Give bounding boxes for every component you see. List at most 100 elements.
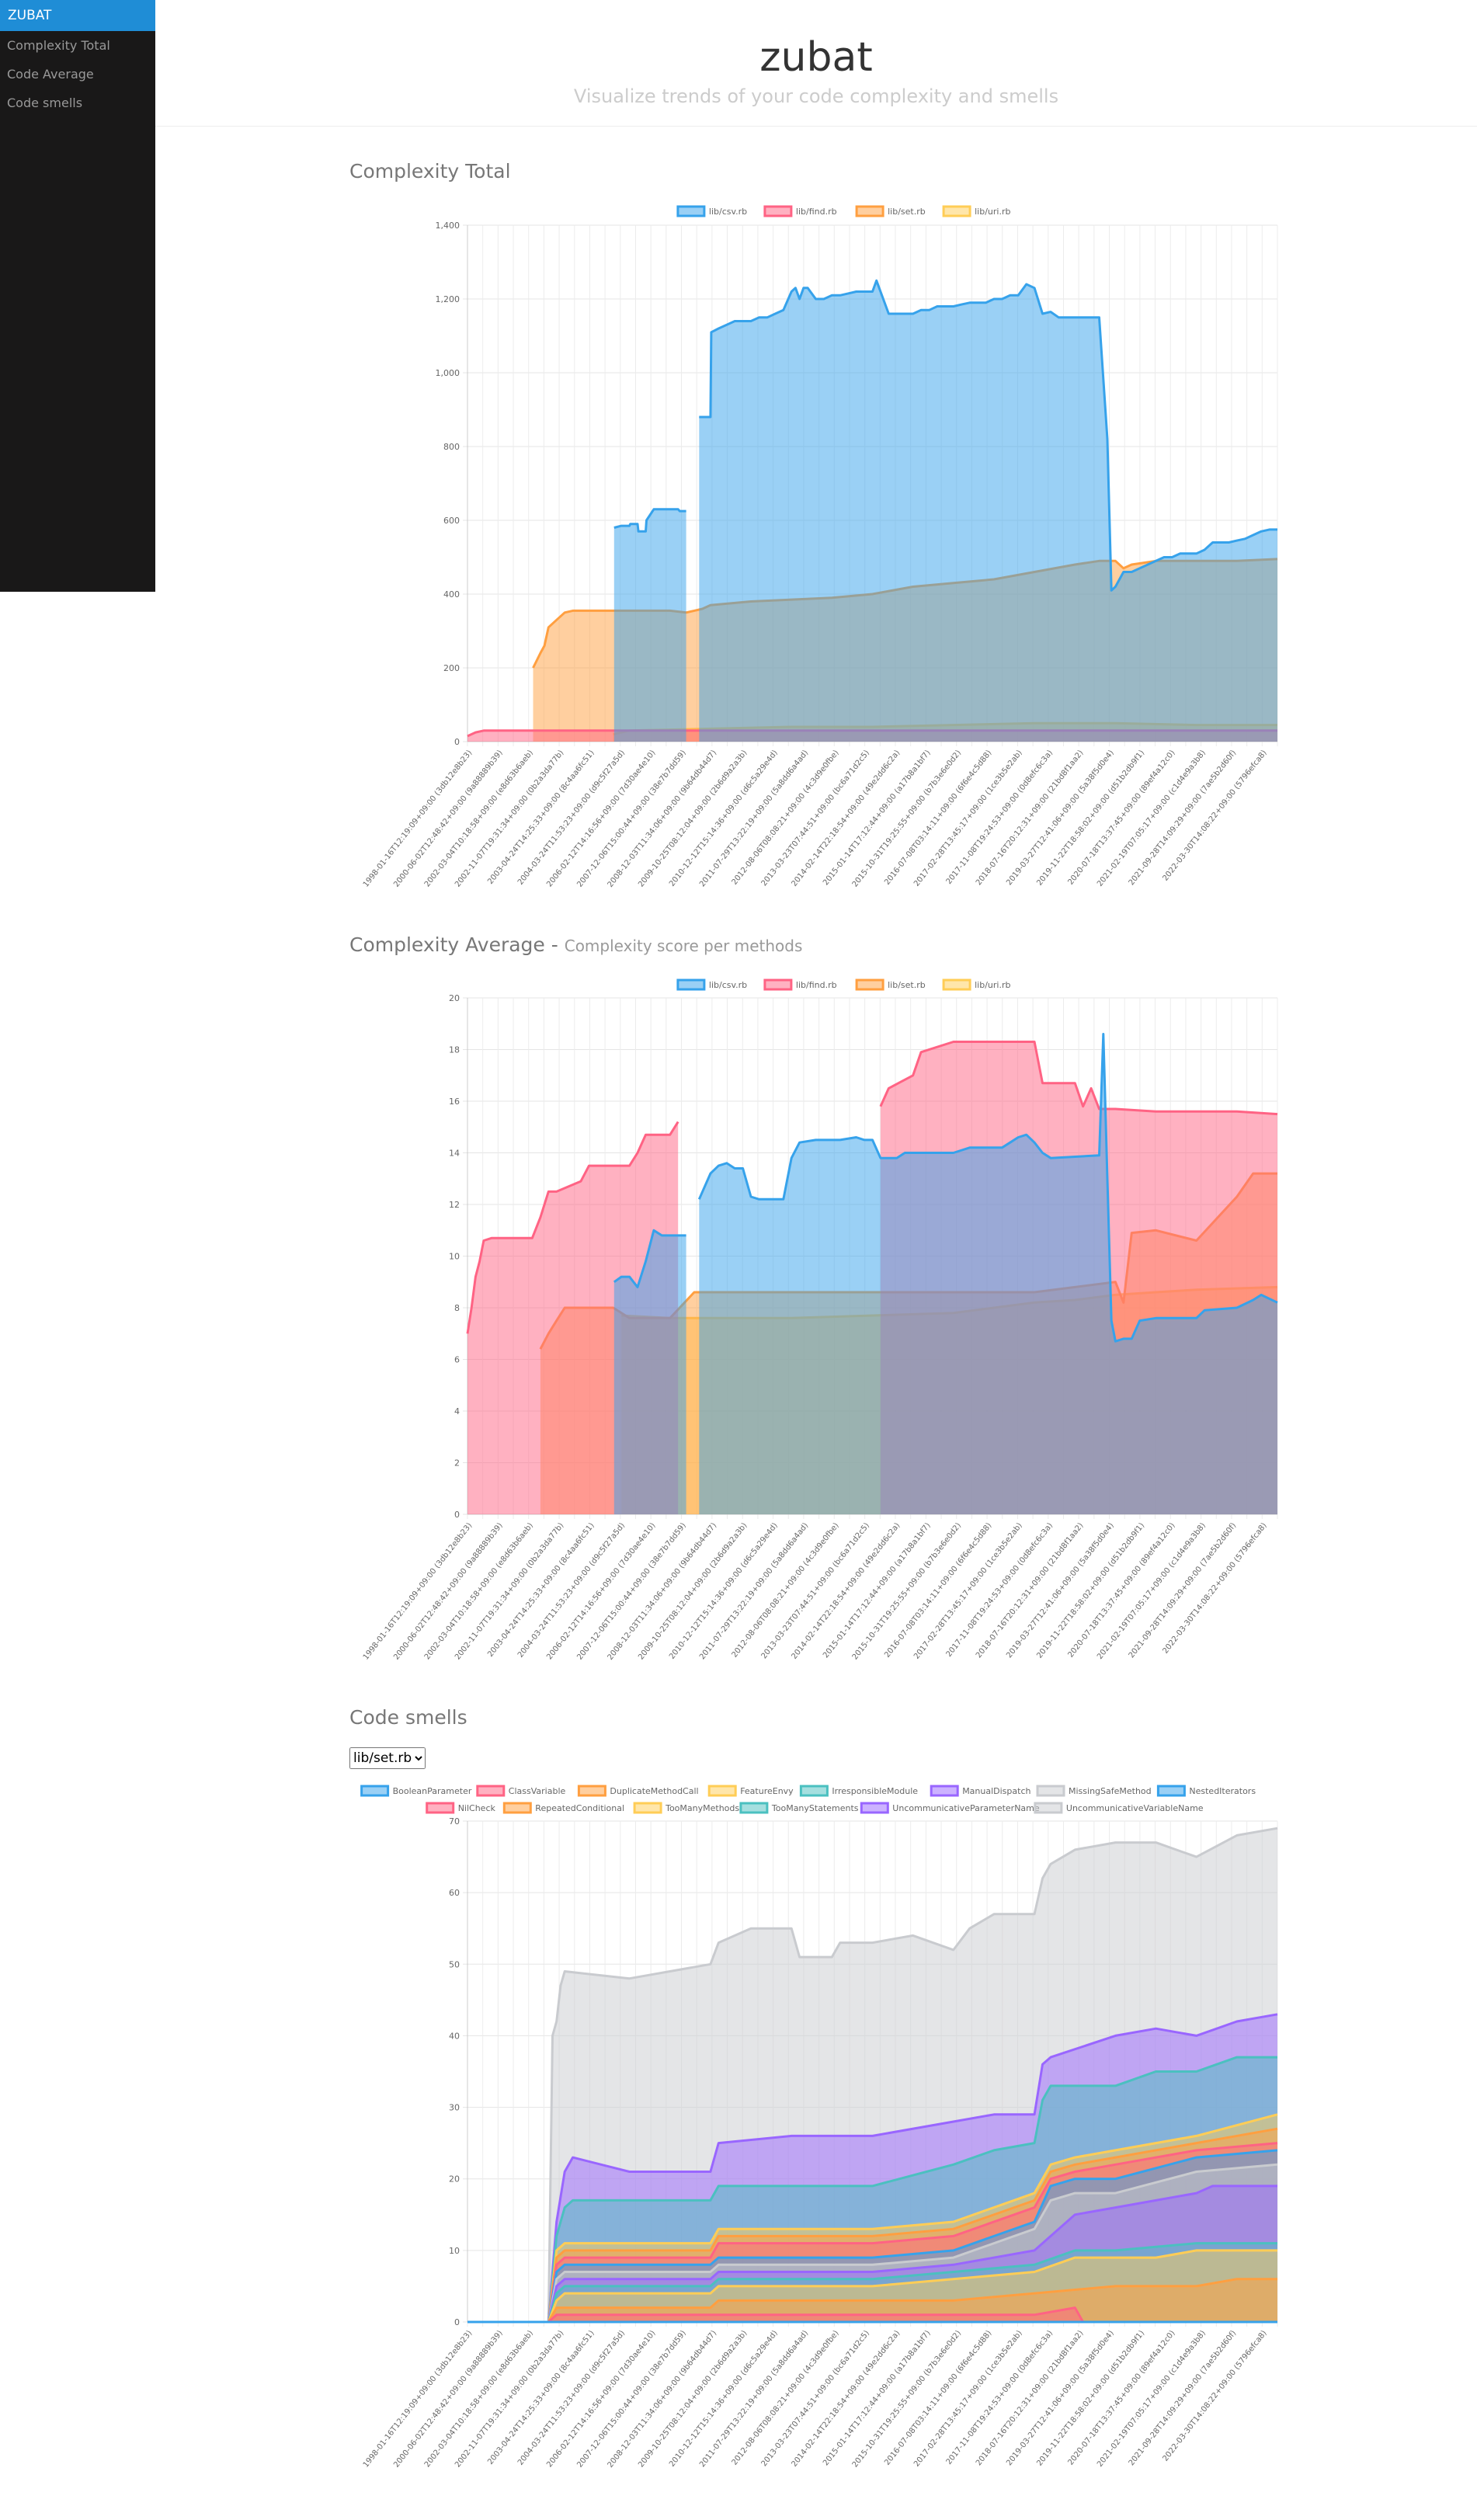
series-area [467,2250,1277,2322]
legend-swatch[interactable] [676,205,706,217]
x-tick-label: 2020-07-18T13:37:45+09:00 (89ef4a12c0) [1066,2329,1176,2467]
sidebar-item-code-smells[interactable]: Code smells [7,96,83,110]
legend-swatch[interactable] [799,1785,829,1797]
legend-label[interactable]: RepeatedConditional [535,1803,624,1813]
legend-label[interactable]: DuplicateMethodCall [610,1786,698,1796]
legend-label[interactable]: IrresponsibleModule [832,1786,918,1796]
series-line [466,1121,679,1334]
file-select[interactable]: lib/set.rb [349,1747,426,1769]
legend-label[interactable]: lib/find.rb [796,207,837,217]
x-tick-label: 2008-12-03T11:34:06+09:00 (9b64db44d7) [606,749,719,889]
legend-swatch[interactable] [860,1802,889,1814]
x-tick-label: 2009-10-25T08:12:04+09:00 (2b6d9a2a3b) [637,2329,749,2470]
x-tick-label: 2009-10-25T08:12:04+09:00 (2b6d9a2a3b) [637,1521,749,1662]
legend-swatch[interactable] [1156,1785,1186,1797]
legend-swatch[interactable] [1036,1785,1065,1797]
legend-label[interactable]: FeatureEnvy [740,1786,794,1796]
legend-label[interactable]: MissingSafeMethod [1069,1786,1152,1796]
series-area [467,2243,1277,2322]
x-tick-label: 2021-02-19T07:05:17+09:00 (c1d4e9a3b8) [1096,1521,1208,1661]
x-tick-label: 2002-03-04T10:18:58+09:00 (e8d63b6aeb) [423,1521,535,1661]
legend-swatch[interactable] [633,1802,662,1814]
legend-label[interactable]: ClassVariable [509,1786,566,1796]
x-tick-label: 2006-02-12T14:16:56+09:00 (7d30ae4e10) [545,2329,657,2469]
series-line [467,2249,1277,2324]
y-tick-label: 60 [449,1888,460,1898]
legend-swatch[interactable] [739,1802,769,1814]
x-tick-label: 2006-02-12T14:16:56+09:00 (7d30ae4e10) [545,1521,657,1661]
x-tick-label: 2011-07-29T13:22:19+09:00 (5a8dd6a4ad) [698,2329,810,2469]
legend-label[interactable]: BooleanParameter [393,1786,472,1796]
legend-label[interactable]: NilCheck [458,1803,496,1813]
x-tick-label: 2000-06-02T12:48:42+09:00 (9a88889b39) [392,749,505,889]
x-tick-label: 2017-11-08T19:24:53+09:00 (0d8efc6c3a) [945,2329,1055,2466]
legend-swatch[interactable] [426,1802,455,1814]
x-tick-label: 2012-08-06T08:08:21+09:00 (4c3d9e0fbe) [731,1521,841,1660]
legend-swatch[interactable] [676,978,706,991]
series-area [613,723,1277,742]
legend-swatch[interactable] [1034,1802,1063,1814]
sidebar: ZUBAT Complexity Total Code Average Code… [0,0,155,592]
x-tick-label: 2010-12-12T15:14:36+09:00 (d6c5a29e4d) [668,749,780,888]
legend-swatch[interactable] [763,978,793,991]
legend-swatch[interactable] [577,1785,606,1797]
legend-swatch[interactable] [855,205,884,217]
legend-label[interactable]: lib/set.rb [888,207,926,217]
series-area [467,730,1277,742]
legend-label[interactable]: lib/set.rb [888,980,926,990]
legend-label[interactable]: lib/csv.rb [709,207,747,217]
series-area [613,1230,686,1514]
x-tick-label: 2019-03-27T12:41:06+09:00 (5a38f5d0e4) [1005,1521,1116,1660]
y-tick-label: 8 [454,1303,460,1313]
x-tick-label: 2021-02-19T07:05:17+09:00 (c1d4e9a3b8) [1096,2329,1208,2469]
legend-swatch[interactable] [763,205,793,217]
x-tick-label: 2004-03-24T11:53:23+09:00 (d9c5f27a5d) [516,2329,627,2467]
sidebar-item-complexity-total[interactable]: Complexity Total [7,38,110,53]
legend-label[interactable]: lib/csv.rb [709,980,747,990]
series-area [533,558,1277,742]
x-tick-label: 2016-07-08T03:14:11+09:00 (6f6e4c5d88) [883,1521,993,1660]
x-tick-label: 2000-06-02T12:48:42+09:00 (9a88889b39) [392,2329,505,2470]
sidebar-brand[interactable]: ZUBAT [0,0,155,31]
legend-swatch[interactable] [855,978,884,991]
page-subtitle: Visualize trends of your code complexity… [573,85,1059,107]
legend-swatch[interactable] [707,1785,737,1797]
y-tick-label: 4 [454,1406,460,1416]
x-tick-label: 1998-01-16T12:19:09+09:00 (3db12e8b23) [362,2329,474,2470]
legend-label[interactable]: lib/uri.rb [975,980,1010,990]
y-tick-label: 200 [443,663,460,673]
legend-label[interactable]: lib/find.rb [796,980,837,990]
legend-swatch[interactable] [930,1785,959,1797]
legend-swatch[interactable] [502,1802,532,1814]
x-tick-label: 2017-11-08T19:24:53+09:00 (0d8efc6c3a) [945,749,1055,886]
legend-swatch[interactable] [942,205,971,217]
x-tick-label: 2009-10-25T08:12:04+09:00 (2b6d9a2a3b) [637,749,749,889]
x-tick-label: 2002-03-04T10:18:58+09:00 (e8d63b6aeb) [423,749,535,888]
legend-swatch[interactable] [942,978,971,991]
legend-swatch[interactable] [476,1785,506,1797]
legend-label[interactable]: lib/uri.rb [975,207,1010,217]
legend-label[interactable]: UncommunicativeParameterName [892,1803,1040,1813]
legend-label[interactable]: TooManyStatements [771,1803,859,1813]
y-tick-label: 50 [449,1959,460,1969]
x-tick-label: 2003-04-24T14:25:33+09:00 (8c4aa6fc51) [486,1521,596,1659]
legend-label[interactable]: UncommunicativeVariableName [1066,1803,1204,1813]
y-tick-label: 400 [443,589,460,600]
legend-label[interactable]: TooManyMethods [665,1803,739,1813]
x-tick-label: 2019-03-27T12:41:06+09:00 (5a38f5d0e4) [1005,749,1116,887]
x-tick-label: 2013-03-23T07:44:51+09:00 (bc6a71d2c5) [760,749,872,888]
y-tick-label: 1,000 [436,368,460,378]
legend-swatch[interactable] [360,1785,390,1797]
x-tick-label: 2004-03-24T11:53:23+09:00 (d9c5f27a5d) [516,749,627,887]
series-line [467,2242,1277,2324]
x-tick-label: 2015-01-14T17:12:44+09:00 (a17b8a1bf7) [822,749,933,887]
y-tick-label: 20 [449,2174,460,2185]
sidebar-item-code-average[interactable]: Code Average [7,67,94,82]
series-line [697,1033,1278,1343]
legend-label[interactable]: ManualDispatch [962,1786,1030,1796]
series-line [467,2149,1278,2324]
series-line [467,2306,1277,2324]
x-tick-label: 2014-02-14T22:18:54+09:00 (49e2dd6c2a) [791,749,902,888]
legend-label[interactable]: NestedIterators [1189,1786,1256,1796]
series-area [467,2114,1277,2322]
